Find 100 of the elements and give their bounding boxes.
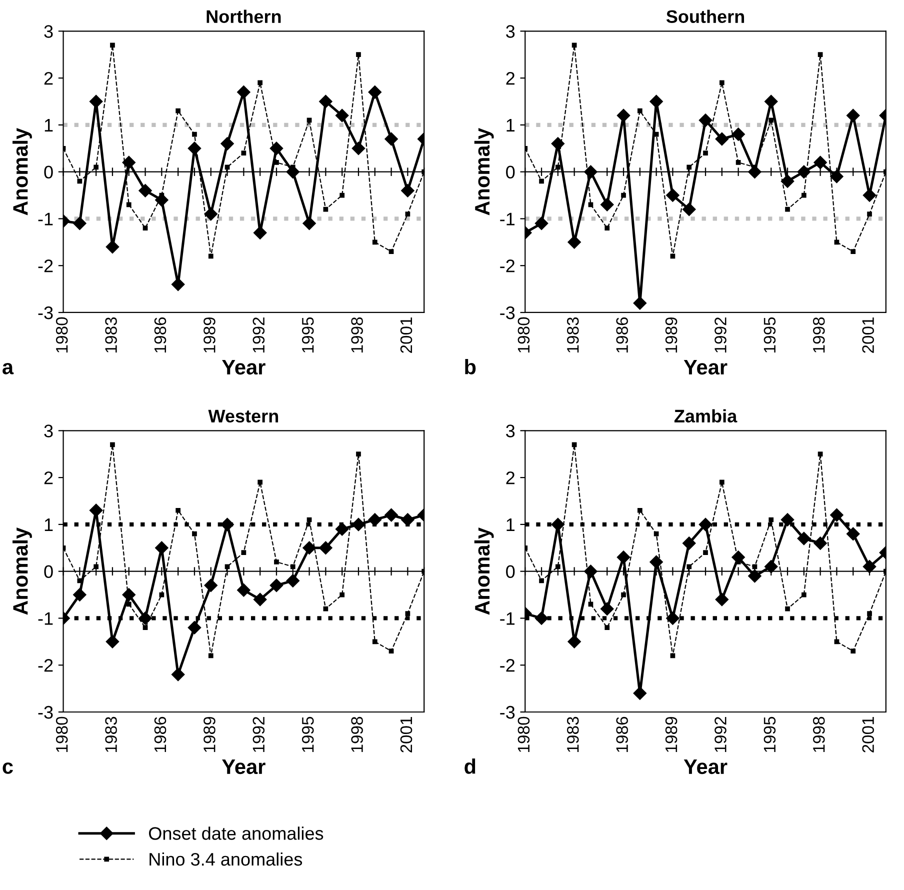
x-tick-label: 1998 — [351, 716, 363, 752]
point — [850, 249, 856, 254]
point — [122, 588, 136, 602]
point — [670, 653, 676, 658]
point — [633, 686, 647, 700]
point — [670, 254, 676, 259]
point — [142, 226, 148, 231]
y-tick-label: -2 — [500, 260, 514, 272]
point — [372, 240, 378, 245]
point — [188, 621, 202, 634]
x-tick-label: 1980 — [56, 716, 68, 752]
point — [384, 508, 398, 522]
point — [302, 541, 316, 554]
point — [572, 42, 577, 48]
point — [171, 278, 185, 291]
point — [818, 452, 823, 457]
point — [801, 592, 806, 598]
point — [192, 132, 197, 137]
y-tick-label: 0 — [506, 565, 515, 578]
x-tick-label: 2001 — [400, 716, 412, 752]
point — [780, 513, 794, 526]
point — [703, 550, 708, 556]
point — [604, 625, 610, 630]
point — [110, 442, 115, 448]
y-tick-label: 2 — [44, 72, 53, 85]
chart-title: Western — [208, 410, 278, 422]
point — [258, 480, 263, 485]
y-tick-label: 2 — [44, 471, 53, 484]
point — [89, 94, 103, 108]
point — [306, 118, 312, 123]
point — [748, 569, 762, 583]
point — [405, 212, 410, 216]
point — [568, 635, 581, 648]
point — [340, 592, 345, 598]
point — [368, 513, 382, 526]
point — [77, 178, 82, 184]
point — [176, 108, 181, 114]
point — [356, 452, 361, 457]
point — [846, 527, 860, 540]
point — [682, 536, 696, 550]
point — [621, 192, 626, 198]
point — [604, 226, 610, 231]
x-tick-label: 1995 — [302, 716, 314, 752]
point — [323, 606, 328, 612]
point — [633, 296, 647, 310]
point — [171, 668, 185, 682]
point — [335, 522, 349, 536]
y-axis-title: Anomaly — [12, 128, 32, 216]
point — [568, 236, 581, 249]
point — [208, 653, 214, 658]
point — [356, 52, 361, 58]
x-tick-label: 1986 — [616, 716, 628, 752]
y-tick-label: -1 — [38, 212, 53, 226]
point — [830, 508, 844, 522]
x-tick-label: 1989 — [204, 317, 216, 352]
point — [401, 513, 414, 526]
point — [126, 602, 132, 607]
point — [555, 164, 560, 170]
y-axis-title: Anomaly — [12, 527, 32, 615]
point — [719, 80, 724, 86]
y-tick-label: -3 — [38, 706, 53, 719]
x-tick-label: 1983 — [105, 317, 117, 352]
y-tick-label: 2 — [506, 471, 514, 484]
point — [323, 206, 328, 212]
point — [797, 165, 811, 178]
point — [834, 639, 840, 644]
point — [192, 531, 197, 536]
y-axis-title: Anomaly — [474, 128, 494, 216]
y-tick-label: 2 — [506, 72, 514, 85]
point — [220, 518, 234, 532]
point — [785, 206, 790, 212]
point — [682, 202, 696, 216]
point — [850, 648, 856, 654]
text: d — [464, 758, 476, 774]
x-tick-label: 1983 — [566, 317, 579, 352]
point — [208, 254, 214, 259]
point — [204, 207, 218, 221]
point — [539, 578, 544, 584]
point — [862, 188, 876, 202]
point — [122, 156, 136, 170]
legend-label: Onset date anomalies — [148, 826, 324, 840]
point — [270, 578, 284, 592]
point — [204, 578, 218, 592]
point — [736, 160, 741, 165]
point — [77, 578, 82, 584]
point — [830, 170, 844, 184]
point — [94, 564, 99, 570]
y-tick-label: -1 — [500, 212, 515, 226]
point — [797, 532, 811, 546]
x-tick-label: 1980 — [518, 716, 530, 752]
point — [637, 508, 642, 513]
point — [159, 592, 164, 598]
point — [155, 541, 168, 554]
x-tick-label: 1992 — [714, 717, 726, 752]
x-tick-label: 1998 — [812, 317, 825, 352]
y-tick-label: -2 — [500, 659, 514, 672]
point — [654, 531, 659, 536]
point — [306, 517, 312, 522]
point — [588, 202, 594, 208]
point — [237, 86, 250, 99]
